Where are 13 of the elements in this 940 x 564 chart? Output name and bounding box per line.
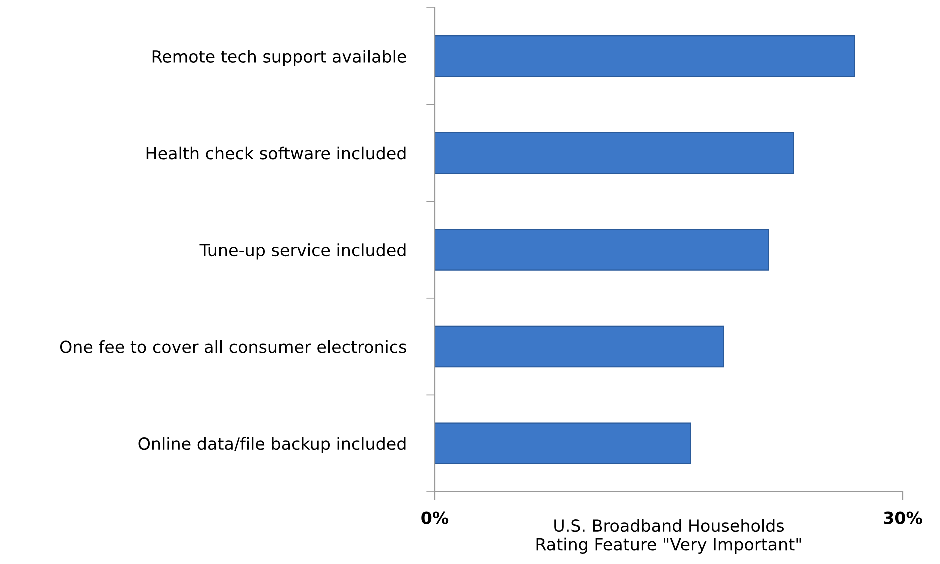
y-tick-label: Tune-up service included <box>200 244 406 260</box>
y-tick-label: Online data/file backup included <box>138 437 406 454</box>
bar <box>435 132 794 174</box>
bar <box>435 326 724 368</box>
bar <box>435 229 770 271</box>
y-tick-label: One fee to cover all consumer electronics <box>60 340 406 354</box>
x-tick-label: 0% <box>422 512 449 524</box>
x-tick-label: 30% <box>884 512 922 524</box>
bar <box>435 422 692 464</box>
bar <box>435 36 856 78</box>
x-axis-title: U.S. Broadband Households Rating Feature "Very Important" <box>536 519 802 554</box>
y-tick-label: Remote tech support available <box>152 50 406 66</box>
y-tick-label: Health check software included <box>146 146 406 160</box>
